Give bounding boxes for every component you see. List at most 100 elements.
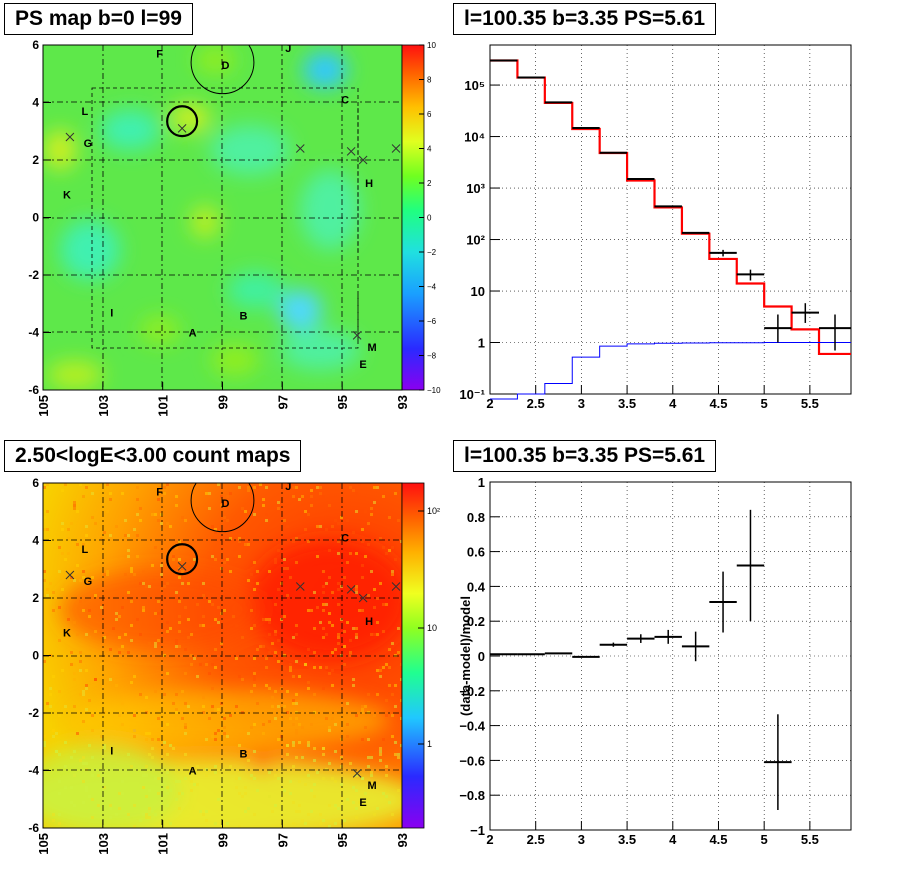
y-tick-label: 1: [478, 475, 485, 490]
spectrum-title: l=100.35 b=3.35 PS=5.61: [453, 3, 717, 35]
count-pixel: [145, 765, 148, 768]
count-pixel: [400, 699, 402, 702]
count-pixel: [373, 501, 376, 504]
count-pixel: [124, 573, 127, 576]
count-pixel: [310, 489, 313, 492]
count-pixel: [340, 738, 343, 741]
count-pixel: [58, 546, 61, 549]
count-pixel: [130, 624, 133, 627]
count-pixel: [292, 765, 295, 768]
count-pixel: [88, 795, 91, 798]
count-pixel: [295, 660, 298, 663]
count-pixel: [268, 618, 271, 621]
count-pixel: [130, 600, 133, 603]
count-pixel: [394, 558, 397, 561]
count-pixel: [121, 702, 124, 705]
count-pixel: [94, 768, 97, 771]
count-pixel: [73, 678, 76, 681]
count-pixel: [316, 525, 319, 528]
count-pixel: [121, 792, 124, 795]
count-pixel: [118, 651, 121, 654]
count-pixel: [184, 672, 187, 675]
count-pixel: [211, 555, 214, 558]
count-pixel: [319, 525, 322, 528]
count-pixel: [121, 645, 124, 648]
count-pixel: [166, 771, 169, 774]
count-pixel: [205, 663, 208, 666]
y-tick-label: 6: [32, 38, 39, 52]
count-pixel: [307, 774, 310, 777]
count-pixel: [202, 705, 205, 708]
y-tick-label: -4: [28, 326, 39, 340]
count-pixel: [337, 588, 340, 591]
count-pixel: [283, 654, 286, 657]
count-pixel: [313, 693, 316, 696]
count-pixel: [214, 765, 217, 768]
count-pixel: [274, 603, 277, 606]
count-pixel: [46, 702, 49, 705]
count-pixel: [325, 501, 328, 504]
x-tick-label: 2: [486, 396, 493, 411]
x-tick-label: 5: [761, 832, 768, 847]
source-label: C: [341, 533, 349, 545]
count-pixel: [121, 648, 124, 651]
count-pixel: [274, 561, 277, 564]
count-pixel: [304, 528, 307, 531]
count-pixel: [343, 576, 346, 579]
count-pixel: [91, 816, 94, 819]
source-marker: [295, 144, 305, 153]
count-pixel: [136, 555, 139, 558]
count-pixel: [109, 678, 112, 681]
count-pixel: [385, 795, 388, 798]
count-pixel: [61, 588, 64, 591]
count-pixel: [85, 486, 88, 489]
count-pixel: [247, 543, 250, 546]
count-pixel: [127, 813, 130, 816]
count-pixel: [250, 690, 253, 693]
count-pixel: [400, 663, 402, 666]
count-pixel: [106, 483, 109, 486]
count-pixel: [130, 567, 133, 570]
count-pixel: [337, 522, 340, 525]
count-pixel: [358, 609, 361, 612]
count-pixel: [190, 780, 193, 783]
y-tick-label: 0.6: [467, 545, 485, 560]
count-pixel: [370, 513, 373, 516]
count-pixel: [136, 486, 139, 489]
source-label: D: [222, 60, 230, 72]
count-pixel: [283, 789, 286, 792]
count-pixel: [118, 636, 121, 639]
count-pixel: [397, 756, 400, 759]
count-pixel: [142, 606, 145, 609]
count-pixel: [262, 504, 265, 507]
count-pixel: [235, 624, 238, 627]
count-pixel: [199, 663, 202, 666]
count-pixel: [331, 651, 334, 654]
count-pixel: [133, 729, 136, 732]
count-pixel: [217, 798, 220, 801]
count-pixel: [307, 813, 310, 816]
count-pixel: [349, 651, 352, 654]
count-pixel: [58, 570, 61, 573]
count-pixel: [196, 783, 199, 786]
count-pixel: [244, 543, 247, 546]
count-pixel: [316, 771, 319, 774]
count-pixel: [58, 792, 61, 795]
count-map-colorbar-ticks: 10² 10 1: [418, 506, 440, 749]
count-pixel: [316, 606, 319, 609]
count-pixel: [82, 543, 85, 546]
count-pixel: [163, 693, 166, 696]
count-pixel: [292, 744, 295, 747]
count-pixel: [202, 711, 205, 714]
y-tick-label: −0.8: [459, 788, 485, 803]
count-pixel: [43, 516, 46, 519]
count-pixel: [136, 618, 139, 621]
source-label: G: [84, 576, 93, 588]
count-pixel: [373, 606, 376, 609]
count-pixel: [313, 651, 316, 654]
count-pixel: [85, 762, 88, 765]
count-pixel: [55, 750, 58, 753]
count-pixel: [328, 621, 331, 624]
ps-map-heatmap: F D J C L G H K I B A ME: [43, 45, 402, 390]
count-pixel: [154, 645, 157, 648]
